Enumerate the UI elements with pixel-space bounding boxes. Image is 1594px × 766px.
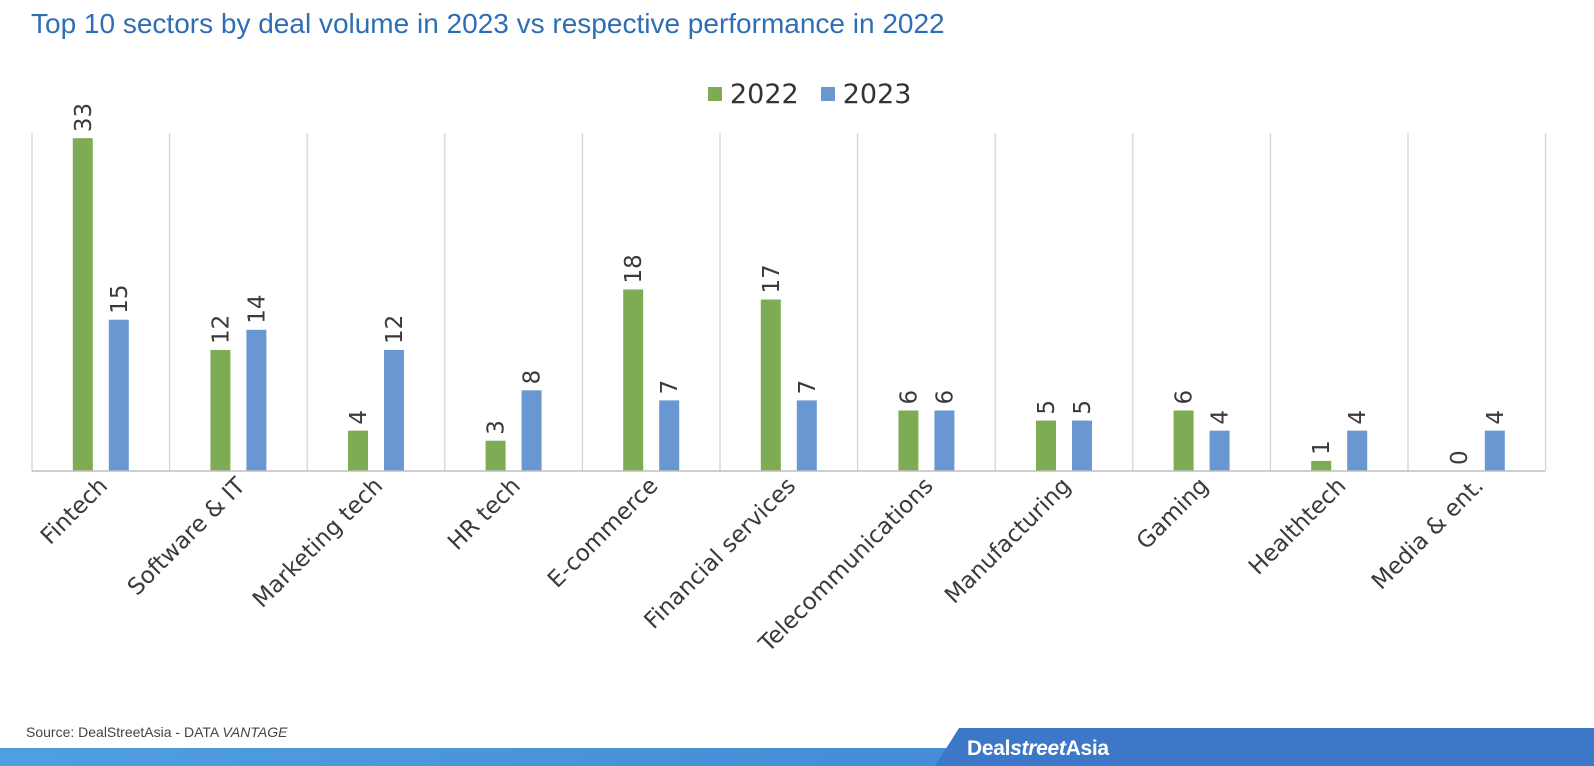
bar-2023 xyxy=(521,390,542,471)
data-label: 4 xyxy=(346,410,372,425)
data-label: 0 xyxy=(1447,450,1473,465)
legend-label-2022: 2022 xyxy=(730,78,799,110)
bar-2022 xyxy=(1036,420,1056,471)
data-label: 12 xyxy=(382,315,408,344)
bar-2023 xyxy=(796,400,817,471)
source-text: Source: DealStreetAsia - DATA xyxy=(26,724,223,740)
category-label: Marketing tech xyxy=(248,473,388,613)
bar-2022 xyxy=(760,299,781,471)
category-label: Healthtech xyxy=(1244,473,1351,580)
bar-2023 xyxy=(108,319,129,471)
legend-label-2023: 2023 xyxy=(842,78,912,110)
bar-2023 xyxy=(1347,430,1368,471)
bar-2023 xyxy=(1209,430,1230,471)
legend-item-2023: 2023 xyxy=(820,78,912,110)
category-label: Gaming xyxy=(1132,473,1214,555)
data-label: 3 xyxy=(484,420,510,435)
data-label: 5 xyxy=(1070,400,1096,415)
data-label: 1 xyxy=(1309,440,1335,455)
data-label: 12 xyxy=(208,315,234,344)
category-label: E-commerce xyxy=(543,473,663,593)
chart-legend: 2022 2023 xyxy=(708,74,911,114)
bar-2023 xyxy=(934,410,955,471)
data-label: 33 xyxy=(71,103,97,132)
source-text-italic: VANTAGE xyxy=(222,724,288,740)
data-label: 18 xyxy=(621,254,647,283)
data-label: 7 xyxy=(795,380,821,395)
category-label: Fintech xyxy=(36,473,113,550)
category-label: Software & IT xyxy=(123,472,252,601)
data-label: 4 xyxy=(1483,410,1509,425)
data-label: 4 xyxy=(1345,410,1371,425)
brand-logo-part: Asia xyxy=(1065,737,1109,760)
bar-2023 xyxy=(246,329,267,471)
brand-logo-part: street xyxy=(1010,737,1066,760)
data-label: 15 xyxy=(107,284,133,313)
data-label: 5 xyxy=(1034,400,1060,415)
category-label: Manufacturing xyxy=(940,473,1076,609)
legend-swatch-2023 xyxy=(820,87,835,101)
brand-logo: DealstreetAsia xyxy=(967,737,1109,761)
data-label: 6 xyxy=(932,390,958,405)
data-label: 8 xyxy=(520,370,546,385)
bar-2022 xyxy=(485,440,506,471)
bar-2022 xyxy=(1311,460,1332,471)
bar-2022 xyxy=(72,138,93,471)
bar-2022 xyxy=(623,289,644,471)
bar-2022 xyxy=(210,349,231,471)
chart-title: Top 10 sectors by deal volume in 2023 vs… xyxy=(31,8,945,39)
bar-2022 xyxy=(1173,410,1194,471)
data-label: 14 xyxy=(244,295,270,324)
category-label: HR tech xyxy=(443,473,526,556)
bar-2022 xyxy=(348,430,368,471)
brand-logo-part: Deal xyxy=(967,737,1011,760)
category-label: Financial services xyxy=(640,473,802,635)
data-label: 7 xyxy=(657,380,683,395)
bar-2023 xyxy=(384,349,404,471)
bar-2023 xyxy=(659,400,680,471)
bar-2022 xyxy=(898,410,919,471)
data-label: 6 xyxy=(1172,390,1198,405)
data-label: 4 xyxy=(1208,410,1234,425)
legend-swatch-2022 xyxy=(708,87,722,101)
category-label: Media & ent. xyxy=(1367,473,1489,595)
source-note: Source: DealStreetAsia - DATA VANTAGE xyxy=(26,724,287,740)
legend-item-2022: 2022 xyxy=(708,79,799,110)
bar-2023 xyxy=(1072,420,1092,471)
brand-tab xyxy=(935,728,1594,766)
bar-2023 xyxy=(1484,430,1505,471)
data-label: 6 xyxy=(896,390,922,405)
data-label: 17 xyxy=(759,264,785,293)
